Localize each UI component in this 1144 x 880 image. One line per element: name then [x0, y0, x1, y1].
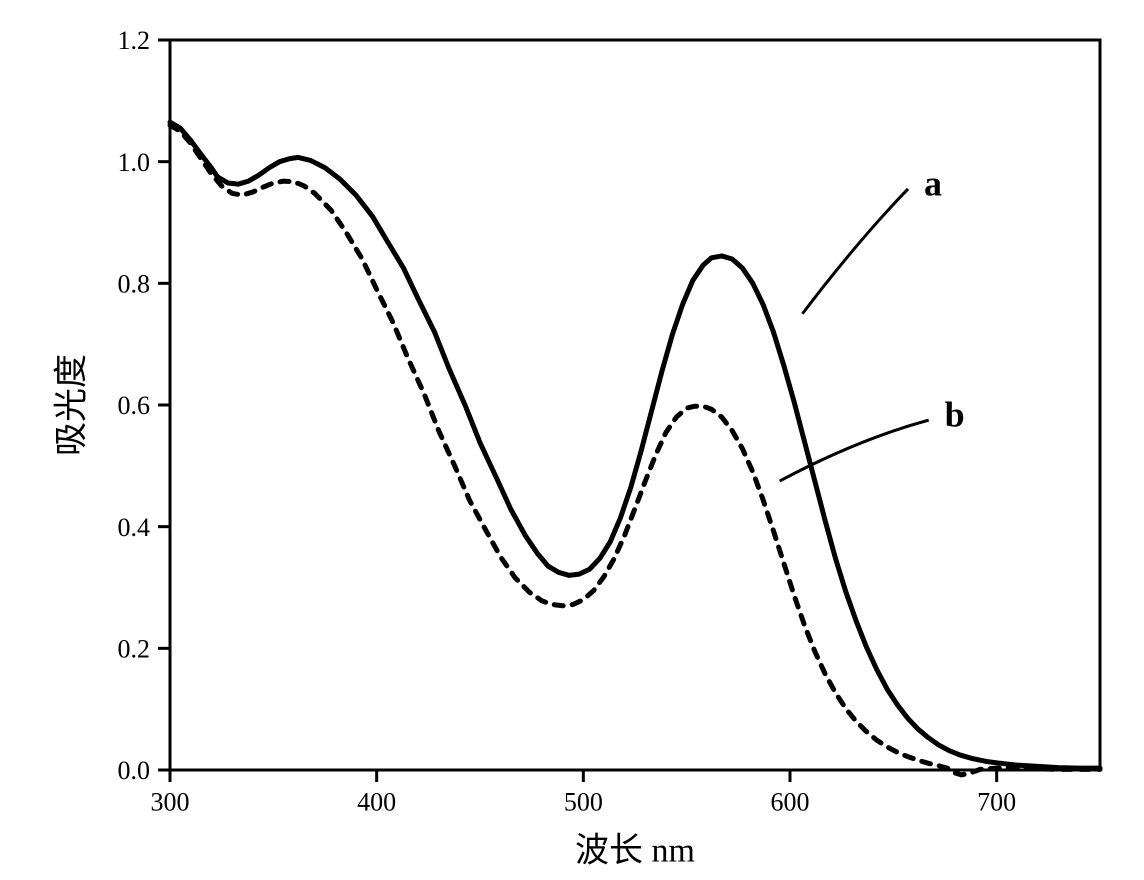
y-tick-label: 0.4 — [118, 513, 151, 542]
x-tick-label: 700 — [977, 788, 1016, 817]
x-tick-label: 600 — [771, 788, 810, 817]
x-tick-label: 500 — [564, 788, 603, 817]
y-tick-label: 0.6 — [118, 391, 151, 420]
y-tick-label: 0.0 — [118, 756, 151, 785]
y-tick-label: 0.2 — [118, 634, 151, 663]
annotation-leader-a — [802, 189, 908, 314]
y-axis-title: 吸光度 — [52, 354, 90, 456]
chart-svg: 300 400 500 600 700 0.0 0.2 0.4 0.6 0.8 1.0 1.2 波长 n… — [0, 0, 1144, 880]
x-axis-title: 波长 nm — [575, 832, 695, 870]
x-tick-label: 300 — [151, 788, 190, 817]
annotation-label-b: b — [945, 395, 965, 435]
absorbance-spectrum-chart: 300 400 500 600 700 0.0 0.2 0.4 0.6 0.8 1.0 1.2 波长 n… — [0, 0, 1144, 880]
y-tick-label: 1.2 — [118, 26, 151, 55]
series-a — [170, 122, 1100, 768]
x-tick-label: 400 — [357, 788, 396, 817]
y-tick-label: 0.8 — [118, 269, 151, 298]
series-b — [170, 125, 1100, 775]
y-tick-label: 1.0 — [118, 148, 151, 177]
annotation-label-a: a — [924, 164, 942, 204]
